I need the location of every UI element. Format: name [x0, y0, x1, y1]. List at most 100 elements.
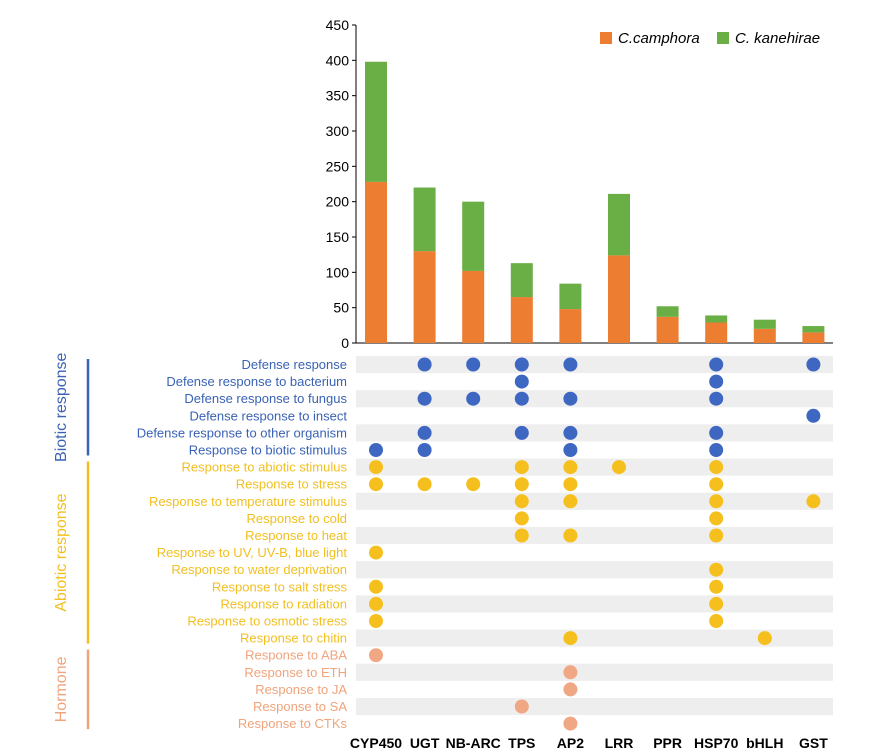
- bar-AP2-kanehirae: [559, 283, 582, 310]
- legend-label: C. kanehirae: [735, 30, 820, 47]
- dot-UGT: [417, 391, 432, 406]
- y-tick-label: 350: [326, 88, 350, 104]
- dot-TPS: [514, 494, 529, 509]
- bar-bHLH-kanehirae: [753, 319, 776, 329]
- dot-UGT: [417, 357, 432, 372]
- dot-UGT: [417, 425, 432, 440]
- row-band: [356, 526, 833, 545]
- dot-CYP450: [369, 545, 383, 560]
- dot-HSP70: [709, 562, 724, 577]
- y-tick-label: 0: [341, 335, 349, 351]
- dot-AP2: [563, 494, 578, 509]
- legend-swatch: [600, 32, 612, 44]
- dot-HSP70: [709, 443, 724, 457]
- row-band: [356, 629, 833, 647]
- y-tick-label: 100: [326, 264, 350, 280]
- x-tick-label: UGT: [410, 735, 440, 751]
- row-band: [356, 595, 833, 613]
- bar-UGT-camphora: [413, 251, 436, 343]
- x-tick-label: HSP70: [694, 735, 739, 751]
- go-term-label: Defense response to fungus: [184, 391, 347, 406]
- dot-TPS: [514, 391, 529, 406]
- dot-TPS: [514, 528, 529, 543]
- go-term-labels: Defense response Defense response to bact…: [137, 357, 348, 731]
- dot-HSP70: [709, 511, 724, 526]
- bar-HSP70-camphora: [705, 322, 728, 343]
- dots: [369, 357, 821, 731]
- group-brackets: Biotic response Abiotic response Hormone: [53, 352, 90, 730]
- dot-TPS: [514, 699, 529, 714]
- x-tick-label: CYP450: [350, 735, 402, 751]
- y-tick-label: 200: [326, 194, 350, 210]
- dot-TPS: [514, 511, 529, 526]
- y-tick-label: 150: [326, 229, 350, 245]
- go-term-label: Response to radiation: [221, 596, 347, 611]
- x-tick-label: TPS: [508, 735, 535, 751]
- dot-AP2: [563, 477, 578, 492]
- dot-CYP450: [369, 460, 383, 475]
- dot-AP2: [563, 528, 578, 543]
- go-term-label: Response to osmotic stress: [187, 614, 347, 629]
- dot-TPS: [514, 425, 529, 440]
- dot-HSP70: [709, 374, 724, 389]
- x-tick-label: AP2: [557, 735, 584, 751]
- dot-CYP450: [369, 614, 383, 628]
- dot-AP2: [563, 357, 578, 372]
- go-term-label: Defense response: [241, 357, 347, 372]
- dot-TPS: [514, 460, 529, 475]
- y-tick-label: 450: [326, 17, 350, 33]
- go-term-label: Defense response to other organism: [137, 425, 347, 440]
- dot-TPS: [514, 374, 529, 389]
- dot-CYP450: [369, 443, 383, 457]
- bar-TPS-camphora: [510, 297, 533, 343]
- dot-LRR: [612, 460, 626, 475]
- go-term-label: Response to salt stress: [212, 579, 348, 594]
- y-tick-label: 50: [333, 300, 349, 316]
- dot-GST: [806, 494, 821, 509]
- dot-UGT: [417, 477, 432, 492]
- bar-TPS-kanehirae: [510, 263, 533, 298]
- dot-HSP70: [709, 596, 724, 611]
- bar-GST-camphora: [802, 332, 825, 343]
- bar-PPR-camphora: [656, 316, 679, 343]
- row-band: [356, 697, 833, 716]
- bar-NB-ARC-camphora: [462, 270, 485, 343]
- dot-HSP70: [709, 460, 724, 475]
- dot-HSP70: [709, 425, 724, 440]
- dot-AP2: [563, 716, 578, 731]
- go-term-label: Response to heat: [245, 528, 347, 543]
- dot-TPS: [514, 357, 529, 372]
- bar-CYP450-camphora: [365, 181, 387, 343]
- x-tick-label: PPR: [653, 735, 682, 751]
- dot-CYP450: [369, 477, 383, 492]
- bar-LRR-kanehirae: [608, 193, 630, 256]
- dot-CYP450: [369, 596, 383, 611]
- go-term-label: Response to chitin: [240, 631, 347, 646]
- bar-NB-ARC-kanehirae: [462, 201, 485, 271]
- go-term-label: Response to ABA: [245, 648, 347, 663]
- bar-CYP450-kanehirae: [365, 61, 387, 182]
- go-term-label: Response to UV, UV-B, blue light: [157, 545, 348, 560]
- bar-GST-kanehirae: [802, 326, 825, 333]
- go-term-label: Response to JA: [255, 682, 347, 697]
- go-term-label: Response to ETH: [244, 665, 347, 680]
- y-tick-label: 300: [326, 123, 350, 139]
- go-term-label: Response to stress: [236, 477, 348, 492]
- go-term-label: Response to biotic stimulus: [189, 443, 348, 458]
- bar-HSP70-kanehirae: [705, 315, 728, 323]
- legend-label: C.camphora: [618, 30, 700, 47]
- go-term-label: Response to temperature stimulus: [149, 494, 347, 509]
- dot-AP2: [563, 425, 578, 440]
- dot-AP2: [563, 443, 578, 457]
- group-label: Biotic response: [53, 352, 70, 461]
- dot-UGT: [417, 443, 432, 457]
- dot-CYP450: [369, 648, 383, 663]
- go-term-label: Response to cold: [247, 511, 347, 526]
- dot-GST: [806, 357, 821, 372]
- group-label: Abiotic response: [53, 493, 70, 611]
- legend-swatch: [717, 32, 729, 44]
- dot-CYP450: [369, 579, 383, 594]
- dot-HSP70: [709, 528, 724, 543]
- bar-bHLH-camphora: [753, 328, 776, 343]
